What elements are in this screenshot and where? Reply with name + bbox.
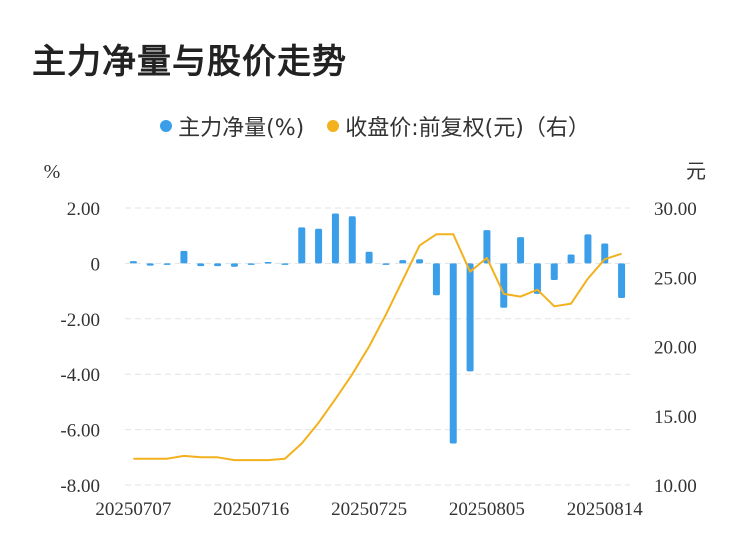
legend-item-bar[interactable]: 主力净量(%) <box>160 110 304 142</box>
bar <box>163 263 171 265</box>
right-axis: 30.00 25.00 20.00 15.00 10.00 <box>654 199 697 497</box>
x-tick-label: 20250725 <box>331 499 407 520</box>
bar <box>146 263 154 266</box>
left-tick-label: 2.00 <box>67 199 100 220</box>
right-axis-unit: 元 <box>686 159 706 183</box>
legend-item-line[interactable]: 收盘价:前复权(元)（右） <box>327 110 590 142</box>
bar <box>432 263 440 296</box>
left-axis: 2.00 0 -2.00 -4.00 -6.00 -8.00 <box>60 199 100 497</box>
bar <box>281 263 289 265</box>
bar <box>399 260 407 264</box>
left-tick-label: 0 <box>91 254 101 275</box>
right-tick-label: 20.00 <box>654 338 697 359</box>
bar <box>483 230 491 264</box>
bar <box>247 263 255 265</box>
right-tick-label: 30.00 <box>654 199 697 220</box>
right-tick-label: 25.00 <box>654 268 697 289</box>
price-line <box>133 233 622 462</box>
bar <box>129 261 137 264</box>
left-tick-label: -2.00 <box>60 310 100 331</box>
line-series <box>133 233 622 462</box>
chart-legend: 主力净量(%) 收盘价:前复权(元)（右） <box>0 110 750 142</box>
left-tick-label: -6.00 <box>60 421 100 442</box>
bar <box>298 227 306 264</box>
x-tick-label: 20250707 <box>95 499 171 520</box>
chart-title: 主力净量与股价走势 <box>32 42 347 82</box>
x-tick-label: 20250716 <box>213 499 289 520</box>
bar <box>382 263 390 265</box>
bar <box>230 263 238 267</box>
bar <box>550 263 558 281</box>
bar <box>533 263 541 294</box>
left-tick-label: -8.00 <box>60 476 100 497</box>
bar <box>197 263 205 267</box>
right-tick-label: 15.00 <box>654 407 697 428</box>
bar <box>315 228 323 264</box>
legend-bar-label: 主力净量(%) <box>178 116 305 141</box>
legend-bar-marker <box>160 120 173 132</box>
left-tick-label: -4.00 <box>60 365 100 386</box>
bar <box>618 263 626 299</box>
bar <box>365 251 373 264</box>
x-tick-label: 20250814 <box>567 499 644 520</box>
bar <box>180 250 188 264</box>
bar <box>466 263 474 372</box>
bar <box>517 237 525 264</box>
bar-series <box>129 213 626 444</box>
legend-line-label: 收盘价:前复权(元)（右） <box>345 116 590 141</box>
bar <box>264 262 272 264</box>
legend-line-marker <box>327 120 340 132</box>
bar <box>214 263 222 267</box>
x-tick-label: 20250805 <box>449 499 525 520</box>
bar <box>567 254 575 264</box>
bar <box>449 263 457 444</box>
bar <box>416 259 424 264</box>
grid-lines <box>125 207 630 486</box>
bar <box>584 234 592 264</box>
x-axis: 20250707 20250716 20250725 20250805 20250814 <box>95 499 643 520</box>
bar <box>331 213 339 264</box>
bar <box>500 263 508 308</box>
left-axis-unit: % <box>44 161 61 183</box>
right-tick-label: 10.00 <box>654 476 697 497</box>
bar <box>348 216 356 264</box>
